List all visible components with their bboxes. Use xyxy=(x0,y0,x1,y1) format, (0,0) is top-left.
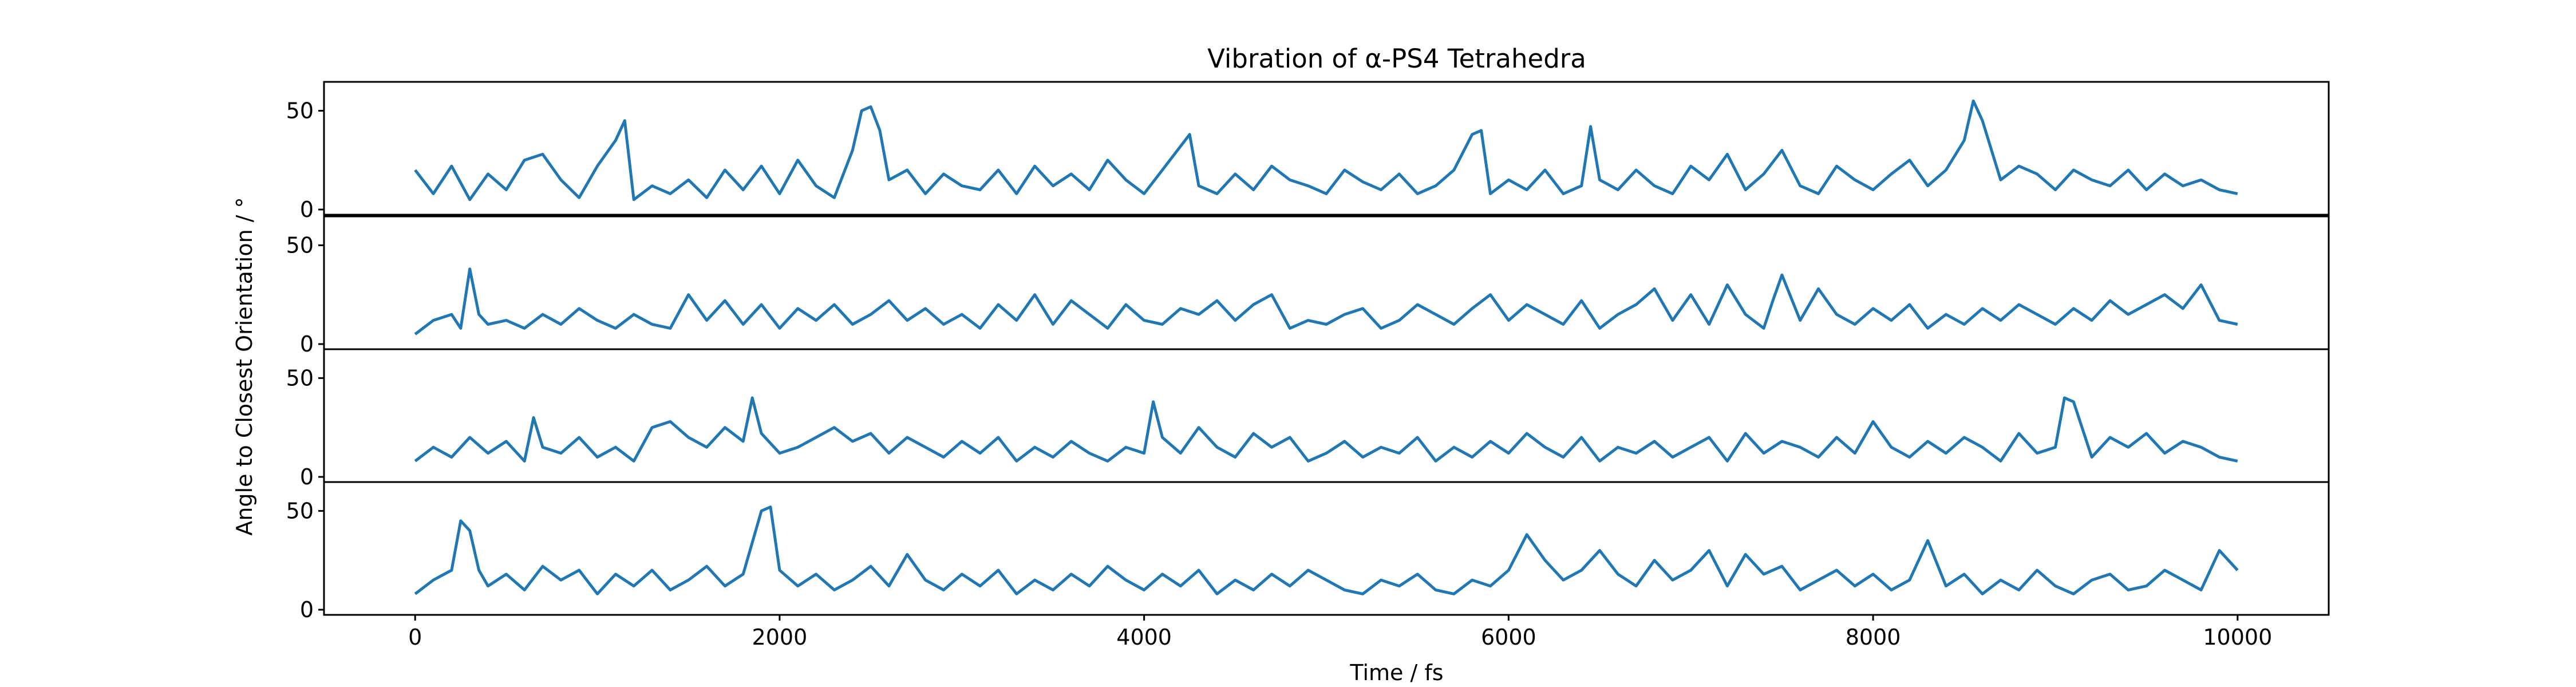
y-tick-label-1-0: 0 xyxy=(300,197,314,222)
x-tick-label-4: 8000 xyxy=(1846,625,1901,650)
series-line-1 xyxy=(414,99,2238,202)
series-line-3 xyxy=(414,396,2238,463)
series-line-2 xyxy=(414,267,2238,335)
y-tick-label-1-1: 50 xyxy=(286,98,314,123)
x-tick-label-1: 2000 xyxy=(752,625,808,650)
y-tick-label-3-0: 0 xyxy=(300,464,314,489)
chart-title: Vibration of α-PS4 Tetrahedra xyxy=(1207,44,1586,74)
x-tick-label-0: 0 xyxy=(408,625,422,650)
panel-frame-4 xyxy=(323,481,2330,616)
x-tick-label-2: 4000 xyxy=(1116,625,1172,650)
y-tick-label-2-1: 50 xyxy=(286,232,314,258)
panel-frame-1 xyxy=(323,81,2330,216)
y-tick-label-2-0: 0 xyxy=(300,331,314,357)
y-tick-label-4-1: 50 xyxy=(286,498,314,523)
y-tick-label-4-0: 0 xyxy=(300,597,314,622)
series-line-4 xyxy=(414,506,2239,595)
x-axis-label: Time / fs xyxy=(1349,660,1443,685)
subplot-panels: 0 50 0 50 0 50 0 50 0 2000 4000 6000 8000 10000 xyxy=(286,81,2330,650)
x-tick-label-5: 10000 xyxy=(2203,625,2272,650)
y-tick-label-3-1: 50 xyxy=(286,365,314,390)
y-axis-label: Angle to Closest Orientation / ° xyxy=(232,197,257,535)
x-tick-label-3: 6000 xyxy=(1481,625,1536,650)
